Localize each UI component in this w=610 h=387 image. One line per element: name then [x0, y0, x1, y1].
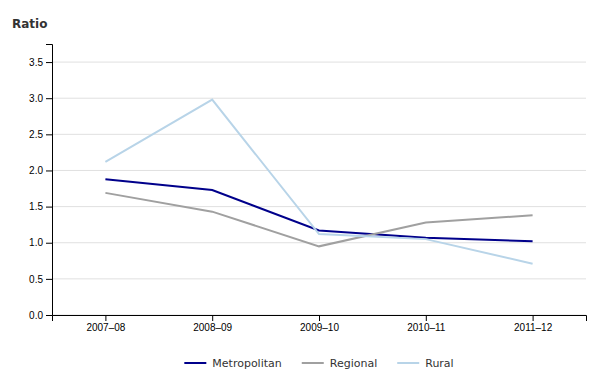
y-tick-label: 0.0: [29, 310, 43, 321]
y-tick: 0.5: [29, 274, 52, 285]
grid-line: [52, 98, 586, 99]
grid-line: [52, 242, 586, 243]
legend-label: Metropolitan: [212, 357, 281, 370]
x-tick-label: 2008–09: [193, 322, 232, 333]
y-tick: 2.0: [29, 165, 52, 176]
x-tick-label: 2007–08: [86, 322, 125, 333]
y-tick-mark: [46, 279, 52, 280]
y-tick: 3.5: [29, 57, 52, 68]
grid: [52, 62, 586, 315]
legend-label: Rural: [425, 357, 453, 370]
legend-swatch: [302, 362, 324, 364]
y-axis-title: Ratio: [12, 17, 47, 31]
legend: Metropolitan Regional Rural: [184, 357, 453, 370]
x-tick: 2011–12: [514, 315, 553, 333]
x-tick: 2008–09: [193, 315, 232, 333]
legend-item: Regional: [302, 357, 377, 370]
grid-line: [52, 170, 586, 171]
x-tick-mark: [319, 315, 320, 321]
x-tick: 2007–08: [86, 315, 125, 333]
plot: 0.00.51.01.52.02.53.03.52007–082008–0920…: [29, 45, 586, 334]
chart: 0.00.51.01.52.02.53.03.52007–082008–0920…: [0, 0, 610, 387]
y-tick-label: 2.5: [29, 129, 43, 140]
grid-line: [52, 278, 586, 279]
legend-swatch: [397, 362, 419, 364]
lines: [105, 100, 532, 264]
y-axis: 0.0 0.5 1.0 1.5 2.0 2.5 3.0 3.5: [29, 45, 52, 321]
y-tick-label: 1.0: [29, 237, 43, 248]
grid-line: [52, 134, 586, 135]
y-tick-label: 3.5: [29, 57, 43, 68]
y-tick-label: 2.0: [29, 165, 43, 176]
y-axis-line: [46, 45, 53, 316]
y-tick-mark: [46, 170, 52, 171]
x-axis: 2007–08 2008–09 2009–10 2010–11 2011–12: [53, 315, 587, 333]
legend-label: Regional: [330, 357, 377, 370]
y-tick-mark: [46, 315, 52, 316]
x-tick-mark: [426, 315, 427, 321]
x-tick-label: 2010–11: [407, 322, 446, 333]
x-tick-mark: [533, 315, 534, 321]
x-axis-line: [53, 316, 587, 322]
x-tick-label: 2011–12: [514, 322, 553, 333]
y-tick-label: 1.5: [29, 201, 43, 212]
grid-line: [52, 206, 586, 207]
legend-item: Rural: [397, 357, 453, 370]
y-tick-label: 3.0: [29, 93, 43, 104]
y-tick: 3.0: [29, 93, 52, 104]
y-tick: 1.5: [29, 201, 52, 212]
y-tick: 2.5: [29, 129, 52, 140]
y-tick-mark: [46, 62, 52, 63]
legend-item: Metropolitan: [184, 357, 281, 370]
legend-swatch: [184, 362, 206, 364]
y-tick: 0.0: [29, 310, 52, 321]
y-tick-label: 0.5: [29, 274, 43, 285]
y-tick-mark: [46, 134, 52, 135]
series-line: [105, 100, 532, 264]
y-tick-mark: [46, 98, 52, 99]
y-tick-mark: [46, 207, 52, 208]
series-line: [105, 179, 532, 241]
x-tick-mark: [212, 315, 213, 321]
x-tick-mark: [105, 315, 106, 321]
grid-line: [52, 62, 586, 63]
y-tick-mark: [46, 243, 52, 244]
series-line: [105, 193, 532, 246]
x-tick: 2009–10: [300, 315, 339, 333]
y-tick: 1.0: [29, 237, 52, 248]
x-tick: 2010–11: [407, 315, 446, 333]
x-tick-label: 2009–10: [300, 322, 339, 333]
